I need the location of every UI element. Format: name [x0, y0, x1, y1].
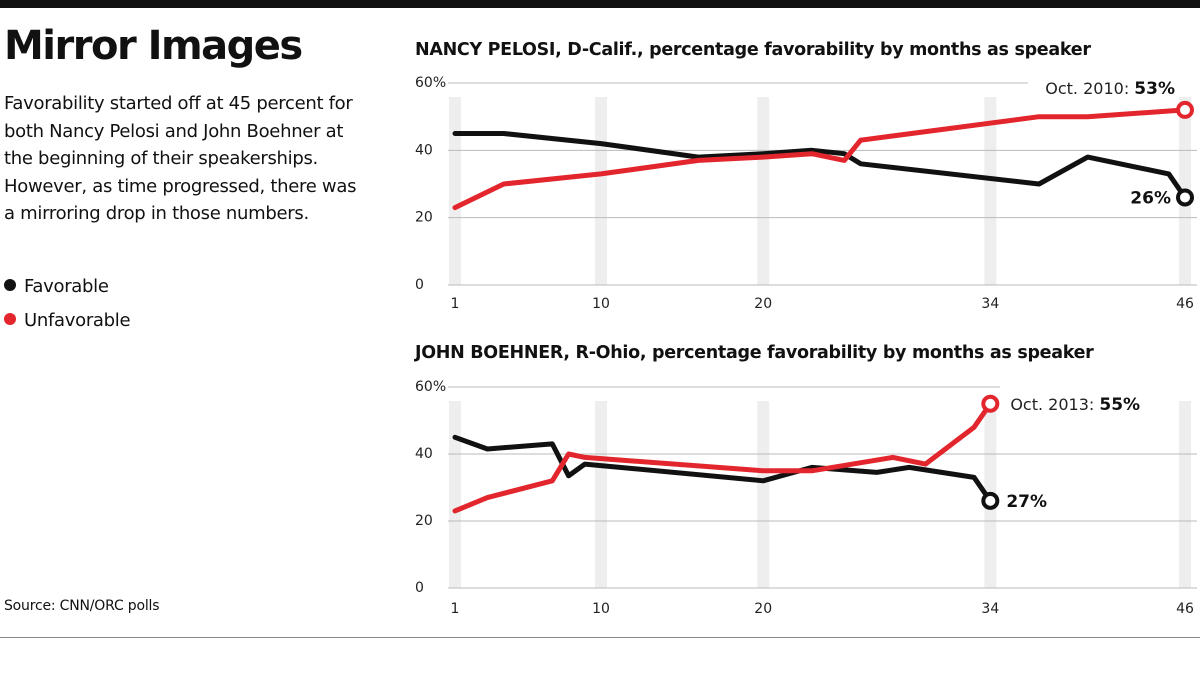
callout-prefix: Oct. 2013: — [1010, 395, 1099, 414]
legend-label: Favorable — [24, 276, 109, 297]
y-tick-label: 40 — [415, 142, 433, 158]
chart-title-pelosi: NANCY PELOSI, D-Calif., percentage favor… — [415, 40, 1091, 60]
callout-value: 55% — [1099, 395, 1140, 415]
x-tick-label: 46 — [1176, 601, 1194, 617]
x-tick-label: 34 — [981, 296, 999, 312]
highlight-band — [595, 401, 607, 588]
x-tick-label: 10 — [592, 296, 610, 312]
y-tick-label: 0 — [415, 277, 424, 293]
end-value-label: 27% — [1006, 492, 1047, 512]
x-tick-label: 1 — [451, 601, 460, 617]
legend-label: Unfavorable — [24, 310, 131, 331]
highlight-band — [595, 97, 607, 285]
x-tick-label: 1 — [451, 296, 460, 312]
legend-item-unfavorable: Unfavorable — [4, 310, 131, 332]
highlight-band — [757, 97, 770, 285]
x-tick-label: 10 — [592, 601, 610, 617]
end-marker-favorable — [1176, 188, 1194, 207]
series-line-favorable — [452, 434, 993, 504]
callout-label: Oct. 2013: 55% — [1010, 395, 1140, 415]
end-marker-unfavorable — [981, 394, 1000, 413]
series-line-favorable — [452, 131, 1188, 200]
legend-dot-icon — [4, 313, 16, 325]
y-tick-label: 60% — [415, 75, 446, 91]
bottom-rule — [0, 637, 1200, 638]
source-note: Source: CNN/ORC polls — [4, 598, 160, 614]
series-line-unfavorable — [452, 107, 1188, 211]
highlight-band — [449, 97, 461, 285]
x-tick-label: 34 — [981, 601, 999, 617]
y-tick-label: 60% — [415, 379, 446, 395]
chart-title-boehner: JOHN BOEHNER, R-Ohio, percentage favorab… — [414, 343, 1094, 363]
y-tick-label: 20 — [415, 513, 433, 529]
highlight-band — [1179, 401, 1191, 588]
callout-value: 53% — [1134, 79, 1175, 99]
x-tick-label: 20 — [754, 601, 772, 617]
legend-dot-icon — [4, 279, 16, 291]
callout-label: Oct. 2010: 53% — [1045, 79, 1175, 99]
legend-item-favorable: Favorable — [4, 276, 109, 298]
intro-text: Favorability started off at 45 percent f… — [4, 93, 357, 225]
page-title: Mirror Images — [4, 23, 303, 69]
series-line-unfavorable — [452, 401, 993, 514]
highlight-band — [984, 97, 997, 285]
y-tick-label: 40 — [415, 446, 433, 462]
callout-prefix: Oct. 2010: — [1045, 79, 1134, 98]
x-tick-label: 20 — [754, 296, 772, 312]
end-marker-unfavorable — [1176, 100, 1194, 119]
highlight-band — [449, 401, 461, 588]
highlight-band — [757, 401, 770, 588]
end-value-label: 26% — [1130, 188, 1171, 208]
y-tick-label: 0 — [415, 580, 424, 596]
x-tick-label: 46 — [1176, 296, 1194, 312]
end-marker-favorable — [981, 491, 1000, 510]
top-rule — [0, 0, 1200, 8]
y-tick-label: 20 — [415, 210, 433, 226]
